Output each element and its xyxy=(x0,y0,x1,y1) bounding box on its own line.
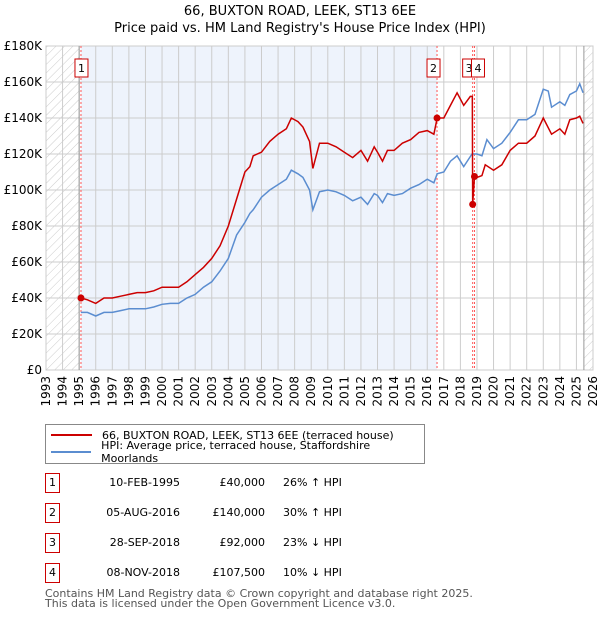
legend-swatch-blue xyxy=(51,451,92,453)
x-tick-label: 2015 xyxy=(404,376,418,407)
y-tick-label: £120K xyxy=(4,147,44,161)
sale-row: 4 08-NOV-2018 £107,500 10% ↓ HPI xyxy=(45,563,405,583)
sale-number: 4 xyxy=(45,563,60,583)
sale-point xyxy=(469,200,477,208)
sale-price: £92,000 xyxy=(219,536,266,549)
sale-hpi-diff: 26% ↑ HPI xyxy=(283,476,342,489)
y-tick-label: £60K xyxy=(11,255,43,269)
sale-date: 08-NOV-2018 xyxy=(106,566,180,579)
x-tick-label: 2021 xyxy=(503,376,517,407)
x-tick-label: 2011 xyxy=(337,376,351,407)
x-tick-label: 1996 xyxy=(89,376,103,407)
sale-price: £40,000 xyxy=(219,476,266,489)
x-tick-label: 2012 xyxy=(354,376,368,407)
sale-label-number: 1 xyxy=(78,62,85,75)
x-tick-label: 2007 xyxy=(271,376,285,407)
x-tick-label: 1994 xyxy=(56,376,70,407)
x-tick-label: 2020 xyxy=(487,376,501,407)
sale-label-number: 3 xyxy=(466,62,473,75)
sale-number: 3 xyxy=(45,533,60,553)
x-tick-label: 1999 xyxy=(138,376,152,407)
sale-label-number: 4 xyxy=(474,62,481,75)
sale-row: 1 10-FEB-1995 £40,000 26% ↑ HPI xyxy=(45,473,405,493)
y-tick-label: £80K xyxy=(11,219,43,233)
chart-subtitle: Price paid vs. HM Land Registry's House … xyxy=(114,21,486,36)
x-tick-label: 1997 xyxy=(105,376,119,407)
y-tick-label: £140K xyxy=(4,111,44,125)
sale-date: 05-AUG-2016 xyxy=(106,506,180,519)
legend-label: 66, BUXTON ROAD, LEEK, ST13 6EE (terrace… xyxy=(102,428,394,442)
y-tick-label: £180K xyxy=(4,39,44,53)
sale-hpi-diff: 10% ↓ HPI xyxy=(283,566,342,579)
x-tick-label: 2001 xyxy=(172,376,186,407)
x-tick-label: 2013 xyxy=(371,376,385,407)
x-tick-label: 2018 xyxy=(453,376,467,407)
hpi-line xyxy=(80,81,584,317)
legend-item-property: 66, BUXTON ROAD, LEEK, ST13 6EE (terrace… xyxy=(46,427,394,443)
x-tick-label: 2024 xyxy=(553,376,567,407)
sale-price: £140,000 xyxy=(212,506,266,519)
footer: Contains HM Land Registry data © Crown c… xyxy=(45,587,473,610)
x-tick-label: 1998 xyxy=(122,376,136,407)
sale-row: 3 28-SEP-2018 £92,000 23% ↓ HPI xyxy=(45,533,405,553)
sale-point xyxy=(433,114,441,122)
legend-swatch-red xyxy=(51,434,92,436)
x-tick-label: 2004 xyxy=(221,376,235,407)
y-tick-label: £100K xyxy=(4,183,44,197)
x-tick-label: 2000 xyxy=(155,376,169,407)
sale-hpi-diff: 30% ↑ HPI xyxy=(283,506,342,519)
hatched-region-end xyxy=(583,46,593,370)
x-tick-label: 1993 xyxy=(39,376,53,407)
x-tick-label: 2010 xyxy=(321,376,335,407)
sale-label-number: 2 xyxy=(430,62,437,75)
y-tick-label: £20K xyxy=(11,327,43,341)
legend-label: HPI: Average price, terraced house, Staf… xyxy=(101,439,371,465)
x-tick-label: 2022 xyxy=(520,376,534,407)
x-tick-label: 2008 xyxy=(288,376,302,407)
sale-hpi-diff: 23% ↓ HPI xyxy=(283,536,342,549)
y-tick-label: £160K xyxy=(4,75,44,89)
x-tick-label: 2026 xyxy=(586,376,600,407)
x-tick-label: 2025 xyxy=(569,376,583,407)
x-tick-label: 2019 xyxy=(470,376,484,407)
footer-line2: This data is licensed under the Open Gov… xyxy=(45,597,396,610)
property-price-line xyxy=(80,91,584,305)
sale-price: £107,500 xyxy=(212,566,266,579)
x-tick-label: 2014 xyxy=(387,376,401,407)
sale-number: 1 xyxy=(45,473,60,493)
sale-label-border xyxy=(426,58,441,78)
sale-label-box: 1 xyxy=(74,58,89,78)
y-tick-label: £0 xyxy=(27,363,42,377)
x-tick-label: 2006 xyxy=(254,376,268,407)
sale-row: 2 05-AUG-2016 £140,000 30% ↑ HPI xyxy=(45,503,405,523)
chart-title: 66, BUXTON ROAD, LEEK, ST13 6EE xyxy=(183,4,417,19)
legend-item-hpi: HPI: Average price, terraced house, Staf… xyxy=(46,439,424,465)
sale-label-box: 2 xyxy=(426,58,441,78)
price-chart: 1993 1994 1995 1996 1997 1998 1999 2000 2001 2002… xyxy=(4,39,600,407)
sale-date: 28-SEP-2018 xyxy=(109,536,180,549)
sale-date: 10-FEB-1995 xyxy=(109,476,180,489)
sale-number: 2 xyxy=(45,503,60,523)
legend: 66, BUXTON ROAD, LEEK, ST13 6EE (terrace… xyxy=(45,424,425,465)
x-tick-label: 2017 xyxy=(437,376,451,407)
x-tick-label: 2023 xyxy=(536,376,550,407)
x-tick-label: 2009 xyxy=(304,376,318,407)
x-tick-label: 2016 xyxy=(420,376,434,407)
sale-point xyxy=(77,294,85,302)
x-tick-label: 2005 xyxy=(238,376,252,407)
footer-line1: Contains HM Land Registry data © Crown c… xyxy=(45,587,473,600)
sale-point xyxy=(470,173,478,180)
sale-label-border xyxy=(74,58,89,78)
sale-label-box: 4 xyxy=(470,58,485,78)
sale-label-border xyxy=(470,58,485,78)
y-tick-label: £40K xyxy=(11,291,43,305)
x-tick-label: 2002 xyxy=(188,376,202,407)
shaded-ownership-period xyxy=(80,46,438,370)
x-tick-label: 2003 xyxy=(205,376,219,407)
x-tick-label: 1995 xyxy=(72,376,86,407)
